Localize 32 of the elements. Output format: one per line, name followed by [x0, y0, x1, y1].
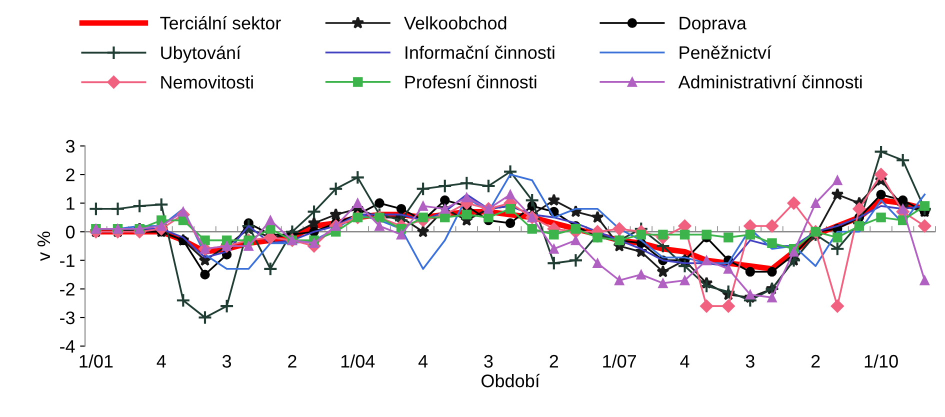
x-tick-label: 1/10	[864, 354, 898, 368]
x-axis-title: Období	[482, 374, 540, 388]
legend-label: Informační činnosti	[406, 46, 554, 59]
y-tick-label: -3	[60, 311, 75, 324]
x-tick-label: 4	[156, 355, 166, 368]
x-tick-label: 1/07	[603, 354, 636, 368]
legend-label: Profesní činnosti	[405, 74, 536, 88]
x-tick-label: 2	[811, 354, 820, 368]
y-tick-label: 1	[66, 197, 74, 210]
x-tick-label: 2	[288, 354, 296, 368]
legend-label: Peněžnictví	[680, 46, 772, 59]
legend-label: Administrativní činnosti	[678, 74, 862, 88]
x-tick-label: 1/04	[341, 354, 375, 368]
y-tick-label: -4	[60, 340, 75, 353]
x-tick-label: 4	[680, 355, 690, 368]
x-tick-label: 4	[418, 355, 428, 368]
legend-label: Nemovitosti	[161, 75, 253, 89]
legend-label: Terciální sektor	[160, 16, 281, 30]
legend-label: Velkoobchod	[404, 16, 506, 30]
x-tick-label: 3	[746, 354, 754, 368]
y-tick-label: 2	[66, 168, 74, 182]
x-tick-label: 3	[222, 354, 232, 368]
y-tick-label: 3	[66, 140, 75, 153]
y-tick-label: -2	[60, 282, 74, 296]
legend-label: Doprava	[680, 16, 746, 34]
legend-label: Ubytování	[161, 46, 241, 63]
x-tick-label: 3	[484, 354, 493, 368]
x-tick-label: 1/01	[80, 354, 113, 368]
y-tick-label: 0	[66, 226, 75, 238]
y-tick-label: -1	[60, 254, 74, 267]
x-tick-label: 2	[550, 354, 558, 368]
y-axis-title: v %	[37, 232, 50, 262]
